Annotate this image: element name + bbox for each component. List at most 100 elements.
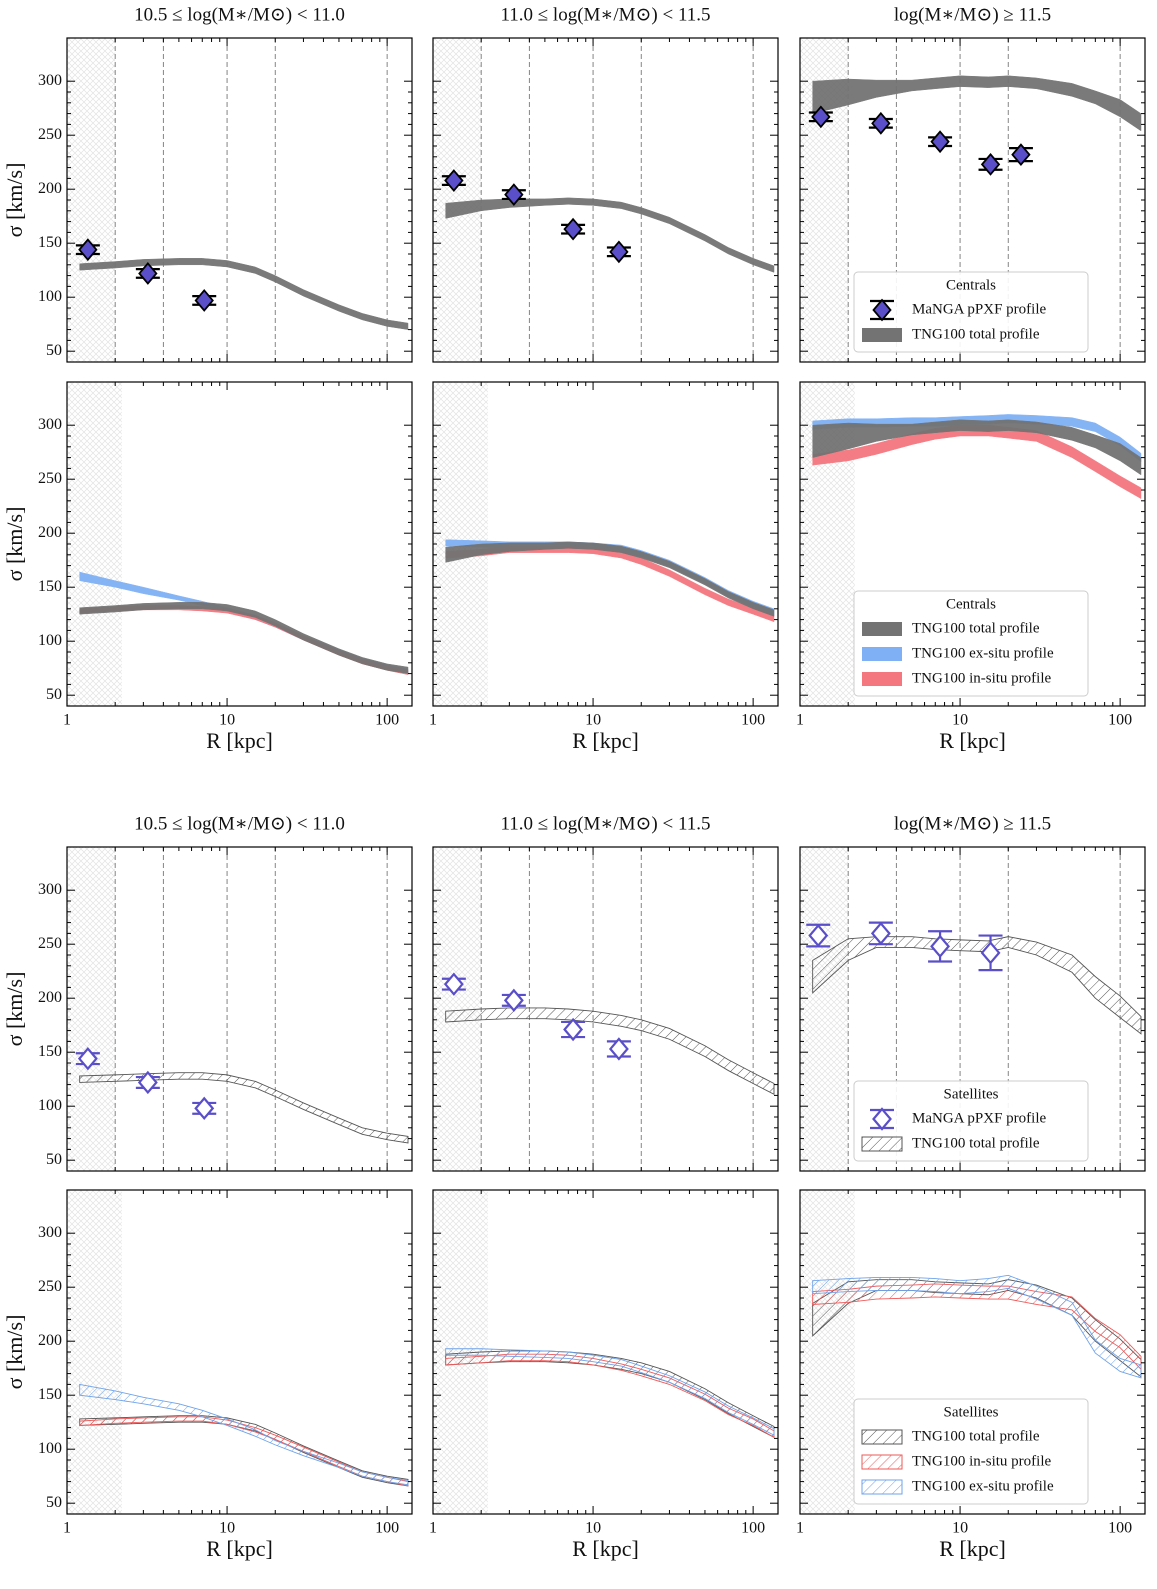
y-axis-label: σ [km/s] <box>2 972 27 1047</box>
legend-label: TNG100 total profile <box>912 326 1040 342</box>
marker <box>930 130 950 154</box>
marker <box>444 169 464 192</box>
profile-band <box>79 258 409 330</box>
plot-area <box>433 1190 775 1514</box>
x-tick-label: 100 <box>741 1520 765 1537</box>
legend-label: MaNGA pPXF profile <box>912 301 1047 317</box>
plot-area <box>800 1190 1142 1514</box>
legend-label: TNG100 total profile <box>912 1428 1040 1444</box>
x-axis-label: R [kpc] <box>572 728 639 753</box>
legend-swatch <box>861 1454 903 1470</box>
y-tick-label: 300 <box>38 1224 62 1241</box>
marker <box>870 921 891 946</box>
x-axis-label: R [kpc] <box>206 1536 273 1561</box>
marker <box>872 1107 892 1131</box>
legend-swatch <box>861 1429 903 1445</box>
legend-swatch <box>861 1136 903 1152</box>
plot-area <box>67 847 409 1171</box>
shaded-region <box>800 1190 855 1514</box>
legend-label: TNG100 in-situ profile <box>912 670 1051 686</box>
y-tick-label: 100 <box>38 632 62 649</box>
legend-title: Centrals <box>946 277 996 293</box>
legend-box <box>853 590 1089 697</box>
profile-band <box>79 1072 409 1144</box>
panel-title: 11.0 ≤ log(M∗/M⊙) < 11.5 <box>500 813 710 834</box>
legend: Centrals TNG100 total profile TNG100 ex-si… <box>853 590 1089 697</box>
plot-area <box>433 382 775 706</box>
panel: 1 10 100 R [kpc] <box>429 1189 779 1561</box>
y-tick-label: 150 <box>38 234 62 251</box>
shaded-region <box>67 847 116 1171</box>
legend-title: Satellites <box>944 1086 999 1102</box>
legend-swatch <box>862 328 902 342</box>
panel-title: log(M∗/M⊙) ≥ 11.5 <box>894 813 1051 834</box>
x-tick-label: 10 <box>219 712 235 729</box>
y-tick-label: 100 <box>38 1097 62 1114</box>
profile-band <box>445 545 775 623</box>
shaded-region <box>800 847 849 1171</box>
y-tick-label: 200 <box>38 180 62 197</box>
y-tick-label: 150 <box>38 578 62 595</box>
marker <box>980 152 1001 176</box>
marker <box>194 289 214 312</box>
x-tick-label: 1 <box>429 712 437 729</box>
x-tick-label: 10 <box>219 1520 235 1537</box>
x-tick-label: 1 <box>63 712 71 729</box>
y-tick-label: 100 <box>38 1440 62 1457</box>
legend-label: TNG100 total profile <box>912 1135 1040 1151</box>
marker <box>609 240 629 264</box>
legend-swatch <box>861 1479 903 1495</box>
y-axis-label: σ [km/s] <box>2 1315 27 1390</box>
marker <box>504 183 524 206</box>
x-tick-label: 10 <box>952 712 968 729</box>
legend-title: Satellites <box>944 1404 999 1420</box>
panel: 11.0 ≤ log(M∗/M⊙) < 11.5 <box>432 813 779 1172</box>
panel-title: log(M∗/M⊙) ≥ 11.5 <box>894 4 1051 25</box>
panel-title: 11.0 ≤ log(M∗/M⊙) < 11.5 <box>500 4 710 25</box>
legend-label: TNG100 ex-situ profile <box>912 645 1054 661</box>
y-tick-label: 250 <box>38 1278 62 1295</box>
panel: 1 10 100 R [kpc] Centrals TNG100 total profil… <box>796 381 1146 753</box>
profile-band <box>79 1383 409 1486</box>
x-tick-label: 10 <box>585 712 601 729</box>
shaded-region <box>67 1190 122 1514</box>
y-tick-label: 50 <box>46 1151 62 1168</box>
marker <box>563 217 583 241</box>
legend: Satellites MaNGA pPXF profile TNG100 total… <box>853 1080 1089 1162</box>
x-axis-label: R [kpc] <box>572 1536 639 1561</box>
x-tick-label: 100 <box>1108 712 1132 729</box>
axes-frame <box>66 846 413 1172</box>
profile-band <box>79 605 409 675</box>
marker <box>137 1070 158 1095</box>
legend-label: TNG100 total profile <box>912 620 1040 636</box>
marker <box>1011 143 1031 167</box>
panel: 1 10 100 R [kpc] Satellites TNG100 total prof… <box>796 1189 1146 1561</box>
y-tick-label: 300 <box>38 881 62 898</box>
profile-band <box>445 197 775 273</box>
legend: Centrals MaNGA pPXF profile TNG100 total p… <box>853 271 1089 353</box>
profile-band <box>812 75 1142 132</box>
profile-band <box>79 602 409 674</box>
y-tick-label: 50 <box>46 686 62 703</box>
marker <box>808 923 829 948</box>
shaded-region <box>433 847 482 1171</box>
legend-swatch <box>862 647 902 661</box>
profile-band <box>812 1274 1142 1379</box>
legend-swatch <box>862 622 902 636</box>
y-tick-label: 200 <box>38 989 62 1006</box>
x-axis-label: R [kpc] <box>939 1536 1006 1561</box>
y-axis-label: σ [km/s] <box>2 163 27 238</box>
x-tick-label: 100 <box>1108 1520 1132 1537</box>
panel-title: 10.5 ≤ log(M∗/M⊙) < 11.0 <box>134 4 345 25</box>
y-tick-label: 50 <box>46 342 62 359</box>
marker <box>138 262 158 285</box>
legend-box <box>853 1398 1089 1505</box>
profile-band <box>445 541 775 617</box>
plot-area <box>433 38 775 362</box>
legend-label: MaNGA pPXF profile <box>912 1110 1047 1126</box>
y-tick-label: 200 <box>38 524 62 541</box>
plot-area <box>800 382 1142 706</box>
y-tick-label: 150 <box>38 1043 62 1060</box>
